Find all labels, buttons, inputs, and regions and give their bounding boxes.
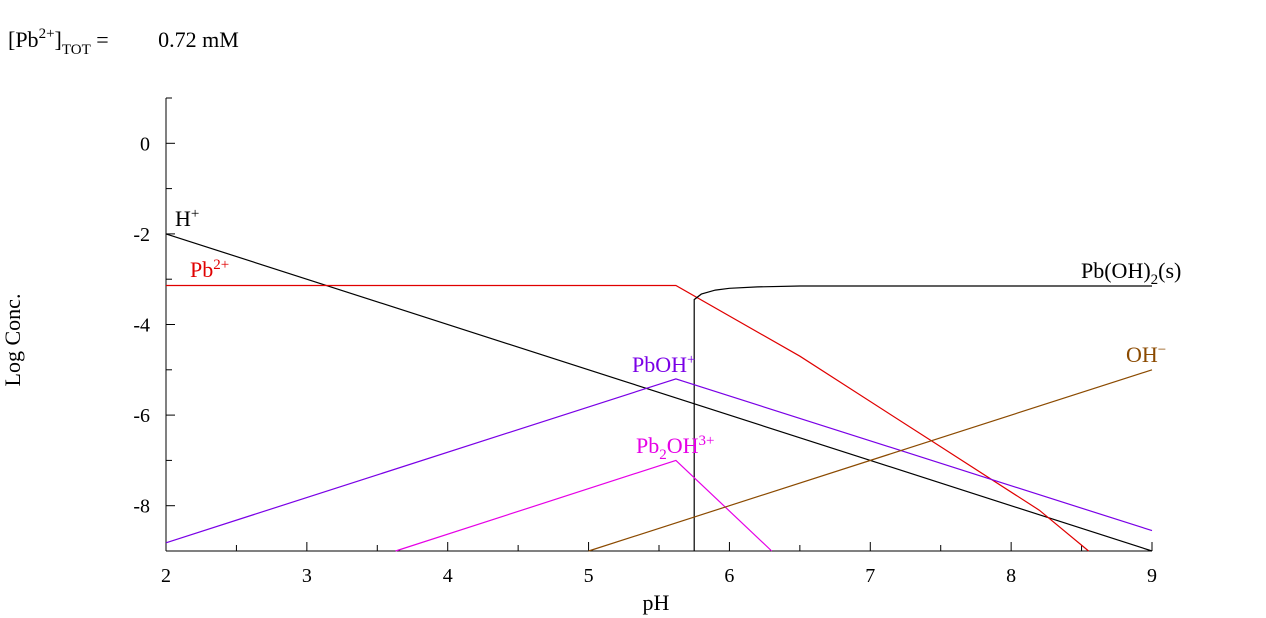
header-bracket-close: ] — [54, 27, 62, 52]
series-line-OH — [588, 369, 1153, 552]
x-tick-label: 9 — [1147, 565, 1157, 587]
x-tick-label: 6 — [724, 565, 734, 587]
header-value: 0.72 mM — [158, 27, 239, 52]
axes: 2 3 4 5 6 7 8 9 0 -2 -4 -6 -8 — [133, 97, 1157, 587]
series-label-OH: OH− — [1126, 342, 1166, 367]
series-line-Pb2OH3 — [395, 459, 773, 552]
total-concentration-header: [Pb2+]TOT = 0.72 mM — [8, 26, 239, 59]
series-line-Pb2 — [166, 284, 1089, 552]
series-lines — [165, 233, 1153, 552]
x-tick-label: 8 — [1006, 565, 1016, 587]
series-label-H: H+ — [175, 206, 199, 231]
series-line-PbOH2s — [693, 285, 1152, 551]
series-line-H — [165, 233, 1153, 552]
series-label-PbOH: PbOH+ — [632, 352, 695, 377]
series-line-PbOH — [165, 378, 1153, 544]
y-tick-label: -8 — [133, 496, 150, 518]
series-label-PbOH2s: Pb(OH)2(s) — [1081, 258, 1181, 288]
y-tick-label: -4 — [133, 315, 150, 337]
x-tick-label: 7 — [865, 565, 875, 587]
series-label-Pb2OH3: Pb2OH3+ — [636, 433, 715, 463]
header-charge: 2+ — [38, 26, 55, 42]
x-tick-label: 5 — [584, 565, 594, 587]
series-label-Pb2: Pb2+ — [190, 257, 229, 282]
header-equals: = — [96, 27, 109, 52]
y-axis-label: Log Conc. — [0, 294, 25, 387]
header-bracket-open: [Pb — [8, 27, 39, 52]
x-axis-label: pH — [643, 590, 670, 615]
y-tick-label: -2 — [133, 224, 150, 246]
y-tick-label: -6 — [133, 405, 150, 427]
y-tick-label: 0 — [140, 133, 150, 155]
x-tick-label: 4 — [443, 565, 453, 587]
x-tick-label: 2 — [161, 565, 171, 587]
x-tick-label: 3 — [302, 565, 312, 587]
header-subscript: TOT — [61, 42, 91, 58]
series-labels: H+ Pb2+ Pb(OH)2(s) PbOH+ Pb2OH3+ OH− — [175, 206, 1181, 463]
